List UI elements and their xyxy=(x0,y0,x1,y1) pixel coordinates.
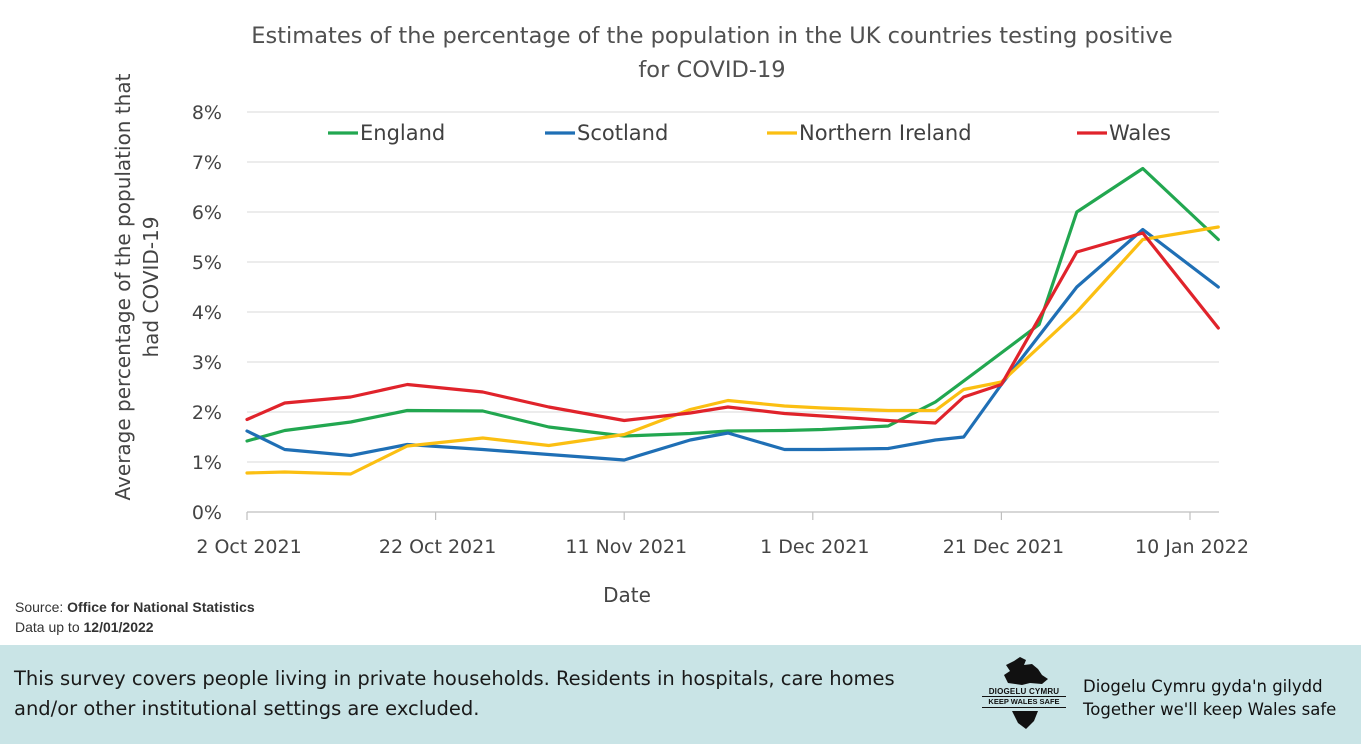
y-tick-label: 5% xyxy=(192,252,222,274)
y-axis-title-line: Average percentage of the population tha… xyxy=(111,73,135,500)
x-axis-title: Date xyxy=(603,583,651,607)
keep-wales-safe-logo: DIOGELU CYMRU KEEP WALES SAFE xyxy=(978,655,1070,737)
legend: England Scotland Northern Ireland Wales xyxy=(328,121,1171,145)
slogan-english: Together we'll keep Wales safe xyxy=(1083,700,1337,719)
logo-base-icon xyxy=(1012,711,1038,729)
legend-label-england: England xyxy=(360,121,445,145)
y-tick-label: 3% xyxy=(192,352,222,374)
x-tick-label: 21 Dec 2021 xyxy=(943,536,1064,558)
chart-title: Estimates of the percentage of the popul… xyxy=(251,23,1172,83)
y-axis-title-line: had COVID-19 xyxy=(139,217,163,358)
source-line: Source: Office for National Statistics xyxy=(15,599,255,615)
legend-label-wales: Wales xyxy=(1109,121,1171,145)
logo-text-welsh: DIOGELU CYMRU xyxy=(988,687,1060,696)
data-date-line: Data up to 12/01/2022 xyxy=(15,619,154,635)
y-tick-label: 4% xyxy=(192,302,222,324)
y-tick-label: 2% xyxy=(192,402,222,424)
source-note: Source: Office for National Statistics D… xyxy=(15,597,255,637)
logo-underline xyxy=(982,707,1066,708)
y-tick-label: 8% xyxy=(192,102,222,124)
data-date: 12/01/2022 xyxy=(83,619,154,635)
series-line-scotland xyxy=(245,227,1220,462)
x-tick-label: 2 Oct 2021 xyxy=(196,536,301,558)
y-tick-label: 6% xyxy=(192,202,222,224)
series-lines xyxy=(245,166,1220,476)
source-name: Office for National Statistics xyxy=(67,599,255,615)
x-tick-label: 10 Jan 2022 xyxy=(1135,536,1249,558)
logo-text-english: KEEP WALES SAFE xyxy=(988,697,1060,706)
x-tick-label: 11 Nov 2021 xyxy=(565,536,687,558)
legend-label-northern-ireland: Northern Ireland xyxy=(799,121,972,145)
series-line-northern-ireland xyxy=(245,225,1220,476)
slogan: Diogelu Cymru gyda'n gilydd Together we'… xyxy=(1083,675,1336,721)
y-tick-labels: 0% 1% 2% 3% 4% 5% 6% 7% 8% xyxy=(192,102,222,524)
chart-title-line: Estimates of the percentage of the popul… xyxy=(251,23,1172,49)
slogan-welsh: Diogelu Cymru gyda'n gilydd xyxy=(1083,677,1323,696)
y-axis-title: Average percentage of the population tha… xyxy=(111,73,163,500)
x-tick-label: 22 Oct 2021 xyxy=(379,536,496,558)
gridlines xyxy=(247,111,1219,463)
survey-note: This survey covers people living in priv… xyxy=(14,667,895,720)
line-chart: Estimates of the percentage of the popul… xyxy=(111,23,1249,607)
y-tick-label: 1% xyxy=(192,452,222,474)
wales-map-icon xyxy=(1004,657,1048,685)
y-tick-label: 7% xyxy=(192,152,222,174)
chart-title-line: for COVID-19 xyxy=(638,57,785,83)
series-line-wales xyxy=(245,231,1220,425)
x-axis: 2 Oct 2021 22 Oct 2021 11 Nov 2021 1 Dec 20… xyxy=(196,511,1249,558)
x-tick-label: 1 Dec 2021 xyxy=(760,536,869,558)
logo-divider xyxy=(982,696,1066,697)
footer-banner: This survey covers people living in priv… xyxy=(0,645,1361,744)
y-tick-label: 0% xyxy=(192,502,222,524)
legend-label-scotland: Scotland xyxy=(577,121,668,145)
